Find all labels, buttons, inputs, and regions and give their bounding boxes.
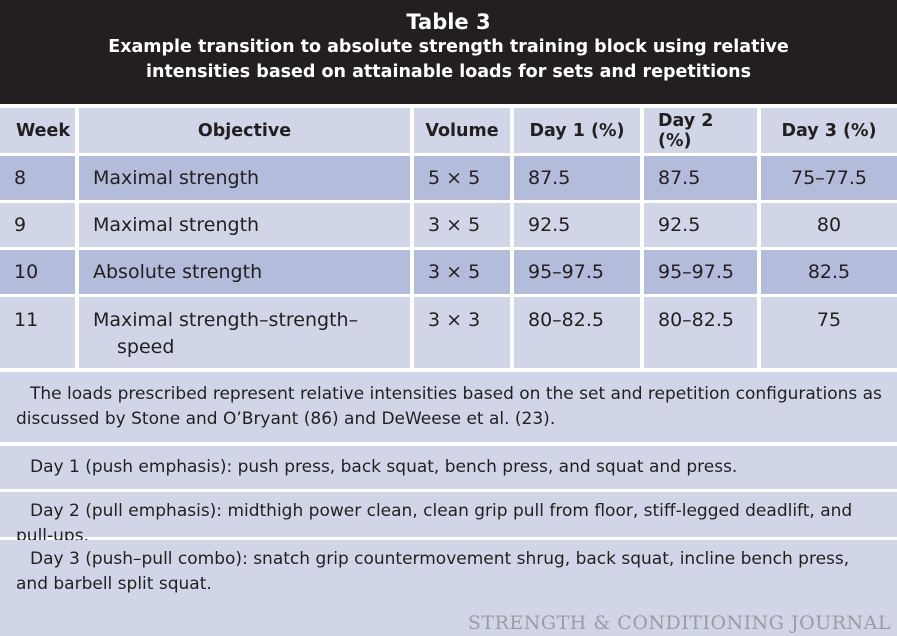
cell-day3: 82.5 <box>761 250 897 294</box>
footnote-text: Day 1 (push emphasis): push press, back … <box>30 457 738 477</box>
cell-week: 11 <box>0 297 75 368</box>
table-subtitle: Example transition to absolute strength … <box>108 37 789 82</box>
objective-line-1: Maximal strength–strength– <box>93 309 359 331</box>
footnote: Day 2 (pull emphasis): midthigh power cl… <box>0 492 897 546</box>
cell-day1: 87.5 <box>514 156 640 200</box>
column-header-week: Week <box>0 108 75 153</box>
footnote: The loads prescribed represent relative … <box>0 372 897 442</box>
table-title-block: Table 3 Example transition to absolute s… <box>0 0 897 104</box>
column-header-day3: Day 3 (%) <box>761 108 897 153</box>
data-table: Week Objective Volume Day 1 (%) Day 2 (%… <box>0 108 897 368</box>
cell-day3: 80 <box>761 203 897 247</box>
cell-week: 9 <box>0 203 75 247</box>
cell-week: 8 <box>0 156 75 200</box>
cell-volume: 5 × 5 <box>414 156 510 200</box>
cell-volume: 3 × 3 <box>414 297 510 368</box>
cell-day1: 80–82.5 <box>514 297 640 368</box>
footnote: Day 3 (push–pull combo): snatch grip cou… <box>0 540 897 636</box>
cell-day2: 80–82.5 <box>644 297 757 368</box>
cell-objective: Maximal strength <box>79 203 410 247</box>
cell-day3: 75–77.5 <box>761 156 897 200</box>
cell-day2: 92.5 <box>644 203 757 247</box>
cell-volume: 3 × 5 <box>414 250 510 294</box>
cell-objective: Maximal strength–strength– speed <box>79 297 410 368</box>
cell-objective: Absolute strength <box>79 250 410 294</box>
footnote-text: The loads prescribed represent relative … <box>16 384 882 429</box>
cell-day2: 95–97.5 <box>644 250 757 294</box>
cell-volume: 3 × 5 <box>414 203 510 247</box>
journal-watermark: STRENGTH & CONDITIONING JOURNAL <box>467 612 891 634</box>
column-header-volume: Volume <box>414 108 510 153</box>
column-header-objective: Objective <box>79 108 410 153</box>
cell-objective: Maximal strength <box>79 156 410 200</box>
cell-day1: 95–97.5 <box>514 250 640 294</box>
objective-line-2: speed <box>117 336 175 358</box>
column-header-day1: Day 1 (%) <box>514 108 640 153</box>
table-title: Table 3 <box>406 10 491 34</box>
column-header-day2: Day 2 (%) <box>644 108 757 153</box>
cell-day3: 75 <box>761 297 897 368</box>
cell-day1: 92.5 <box>514 203 640 247</box>
cell-week: 10 <box>0 250 75 294</box>
cell-day2: 87.5 <box>644 156 757 200</box>
footnote-text: Day 3 (push–pull combo): snatch grip cou… <box>16 549 850 594</box>
footnote: Day 1 (push emphasis): push press, back … <box>0 446 897 489</box>
